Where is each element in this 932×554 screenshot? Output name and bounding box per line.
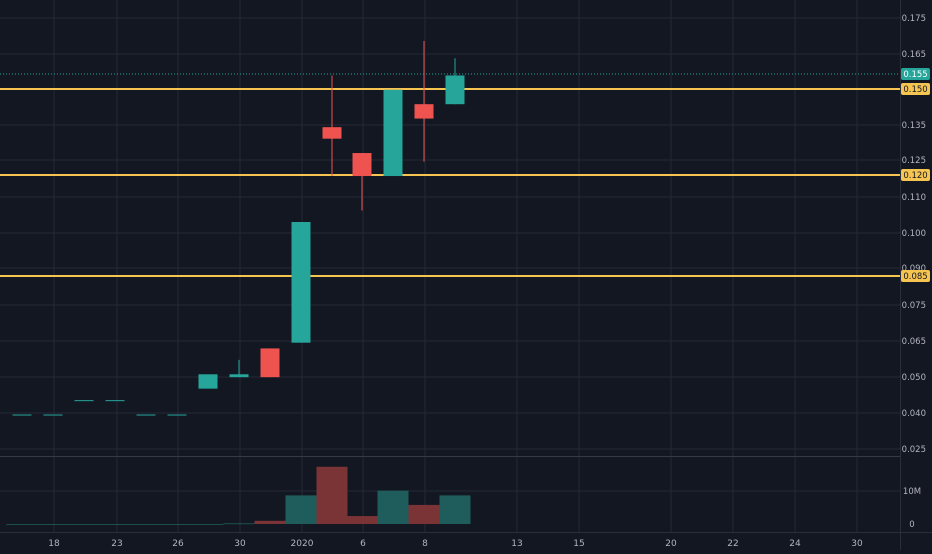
horizontal-levels[interactable] [0, 73, 900, 277]
y-tick-label: 0.110 [902, 193, 926, 203]
y-tick-label: 0.135 [902, 121, 926, 131]
candle-body[interactable] [167, 414, 187, 416]
volume-bar [130, 524, 162, 525]
candles[interactable] [12, 40, 465, 416]
candle-body[interactable] [136, 414, 156, 416]
candle-body[interactable] [12, 414, 32, 416]
candle-body[interactable] [74, 400, 94, 402]
x-tick-label: 26 [172, 539, 184, 549]
y-tick-label: 0.025 [902, 445, 926, 455]
level-price-tag [901, 83, 930, 95]
candle-body[interactable] [229, 374, 249, 378]
volume-bar [161, 524, 193, 525]
candle-body[interactable] [445, 75, 465, 105]
y-tick-label: 0.100 [902, 229, 926, 239]
volume-bar [254, 520, 286, 524]
y-tick-label: 0.040 [902, 409, 926, 419]
y-tick-label: 0.125 [902, 156, 926, 166]
volume-tick-label: 10M [903, 487, 921, 497]
volume-bar [99, 524, 131, 525]
volume-tick-label: 0 [909, 520, 914, 530]
volume-bar [37, 524, 69, 525]
volume-bar [6, 524, 38, 525]
x-tick-label: 18 [48, 539, 60, 549]
x-tick-label: 20 [665, 539, 677, 549]
x-tick-label: 13 [511, 539, 522, 549]
candle-body[interactable] [322, 127, 342, 139]
volume-bar [439, 495, 471, 524]
volume-bar [223, 523, 255, 525]
level-price-tag [901, 169, 930, 181]
y-tick-label: 0.165 [902, 50, 926, 60]
volume-bar [316, 466, 348, 524]
x-tick-label: 8 [422, 539, 428, 549]
y-tick-label: 0.065 [902, 337, 926, 347]
y-tick-label: 0.050 [902, 373, 926, 383]
volume-bar [346, 516, 378, 524]
candle-body[interactable] [383, 89, 403, 177]
x-tick-label: 30 [234, 539, 246, 549]
y-tick-label: 0.090 [902, 264, 926, 274]
volume-bar [68, 524, 100, 525]
volume-bar [408, 504, 440, 524]
candle-body[interactable] [105, 400, 125, 402]
candle-body[interactable] [43, 414, 63, 416]
level-price-label: 0.150 [903, 85, 927, 95]
candle-body[interactable] [352, 153, 372, 177]
y-tick-label: 0.175 [902, 14, 926, 24]
y-tick-label: 0.075 [902, 301, 926, 311]
price-labels: 0.150 0.120 0.085 0.155 [901, 68, 930, 282]
x-tick-label: 23 [111, 539, 122, 549]
level-price-label: 0.120 [903, 171, 927, 181]
candle-body[interactable] [198, 374, 218, 389]
x-tick-label: 6 [360, 539, 366, 549]
axes: 18 23 26 30 2020 6 8 13 15 20 22 24 30 0.175 0.165 0.15… [48, 14, 926, 549]
volume-bar [285, 495, 317, 524]
x-tick-label: 30 [851, 539, 863, 549]
x-tick-label: 15 [573, 539, 584, 549]
x-tick-label: 24 [789, 539, 801, 549]
candle-body[interactable] [291, 222, 311, 343]
volume-bars [6, 466, 471, 525]
candle-body[interactable] [414, 104, 434, 119]
level-price-tag [901, 270, 930, 282]
volume-bar [377, 490, 409, 524]
last-price-label: 0.155 [903, 70, 927, 80]
candle-body[interactable] [260, 348, 280, 378]
level-price-label: 0.085 [903, 272, 927, 282]
x-tick-label: 22 [727, 539, 738, 549]
volume-bar [192, 524, 224, 525]
last-price-tag [901, 68, 930, 80]
x-tick-label: 2020 [291, 539, 314, 549]
